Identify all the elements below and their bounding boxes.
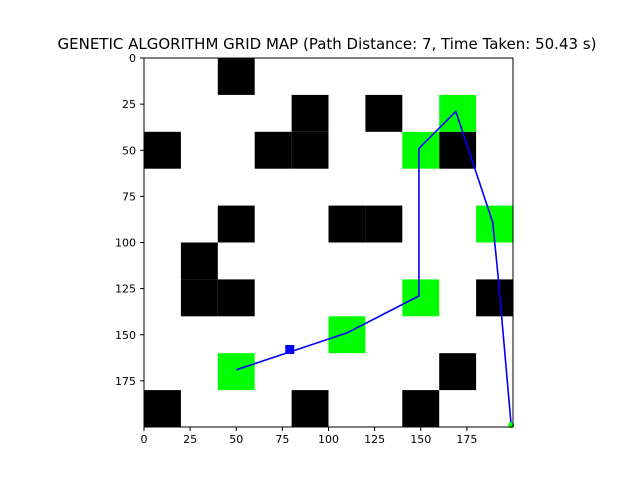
waypoint-cell bbox=[328, 316, 366, 354]
waypoint-cell bbox=[402, 131, 440, 169]
x-tick-label: 0 bbox=[141, 433, 148, 446]
obstacle-cell bbox=[217, 279, 255, 317]
waypoint-cell bbox=[217, 353, 255, 391]
obstacle-cell bbox=[291, 390, 329, 427]
y-tick-label: 0 bbox=[129, 52, 136, 65]
waypoint-cell bbox=[402, 279, 440, 317]
y-tick-label: 25 bbox=[122, 98, 136, 111]
x-tick-label: 125 bbox=[364, 433, 385, 446]
obstacle-cell bbox=[291, 131, 329, 169]
y-tick-label: 175 bbox=[115, 375, 136, 388]
plot-area: 0 25 50 75 100 125 150 175 0 25 50 75 100 125 150 175 bbox=[115, 52, 515, 446]
x-tick-label: 75 bbox=[275, 433, 289, 446]
waypoint-cell bbox=[439, 94, 477, 132]
y-tick-label: 150 bbox=[115, 329, 136, 342]
obstacle-cell bbox=[144, 131, 181, 169]
x-tick-label: 50 bbox=[229, 433, 243, 446]
obstacle-cell bbox=[365, 94, 403, 132]
path-line bbox=[235, 110, 512, 426]
y-tick-label: 75 bbox=[122, 190, 136, 203]
y-tick-label: 100 bbox=[115, 237, 136, 250]
obstacle-cell bbox=[439, 131, 477, 169]
x-tick-label: 100 bbox=[318, 433, 339, 446]
obstacle-cell bbox=[476, 279, 513, 317]
obstacle-cell bbox=[217, 205, 255, 243]
obstacle-cell bbox=[365, 205, 403, 243]
obstacle-cell bbox=[217, 58, 255, 95]
obstacle-cell bbox=[254, 131, 292, 169]
obstacle-cell bbox=[328, 205, 366, 243]
obstacle-cell bbox=[144, 390, 181, 427]
chart-title: GENETIC ALGORITHM GRID MAP (Path Distanc… bbox=[58, 35, 597, 53]
y-tick-label: 125 bbox=[115, 283, 136, 296]
obstacle-cell bbox=[439, 353, 477, 391]
x-tick-label: 25 bbox=[183, 433, 197, 446]
obstacle-cell bbox=[402, 390, 440, 427]
obstacle-cell bbox=[291, 94, 329, 132]
x-tick-label: 150 bbox=[410, 433, 431, 446]
obstacle-cell bbox=[180, 242, 218, 280]
x-tick-label: 175 bbox=[456, 433, 477, 446]
obstacle-cell bbox=[180, 279, 218, 317]
y-tick-label: 50 bbox=[122, 144, 136, 157]
start-marker bbox=[285, 345, 295, 355]
